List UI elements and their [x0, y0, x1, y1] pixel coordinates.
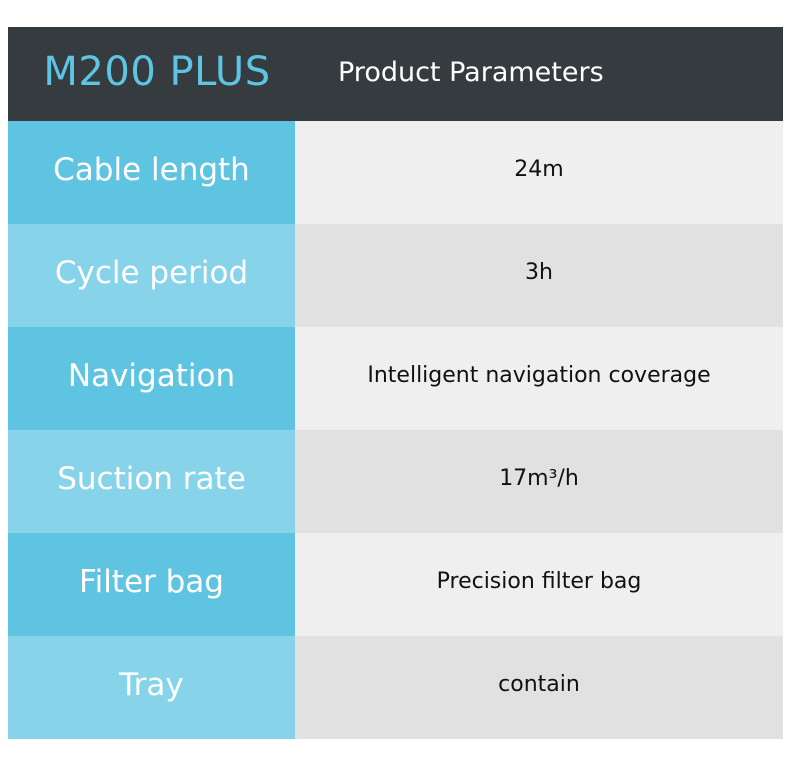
row-label-text: Navigation — [67, 357, 236, 394]
row-label: Navigation — [8, 327, 295, 430]
row-value: 24m — [295, 121, 783, 224]
table-title: Product Parameters — [338, 56, 604, 88]
row-label-text: Filter bag — [79, 563, 224, 600]
model-name: M200 PLUS — [43, 49, 271, 95]
row-value: Intelligent navigation coverage — [295, 327, 783, 430]
row-value-text: 24m — [514, 157, 564, 182]
table-row-tray: Tray contain — [8, 636, 783, 739]
row-value-text: 17m³/h — [499, 466, 579, 491]
row-label-text: Cable length — [53, 151, 250, 188]
row-value-text: Intelligent navigation coverage — [367, 363, 711, 388]
table-row-cable-length: Cable length 24m — [8, 121, 783, 224]
row-value-text: Precision filter bag — [436, 569, 642, 594]
row-label: Suction rate — [8, 430, 295, 533]
row-label: Filter bag — [8, 533, 295, 636]
row-label-text: Tray — [119, 666, 184, 703]
table-row-cycle-period: Cycle period 3h — [8, 224, 783, 327]
row-label-text: Cycle period — [54, 254, 249, 291]
row-value: 17m³/h — [295, 430, 783, 533]
row-label-text: Suction rate — [57, 460, 246, 497]
parameters-table: M200 PLUS Product Parameters Cable lengt… — [8, 27, 783, 739]
table-row-filter-bag: Filter bag Precision filter bag — [8, 533, 783, 636]
row-value: contain — [295, 636, 783, 739]
table-row-navigation: Navigation Intelligent navigation covera… — [8, 327, 783, 430]
row-label: Cycle period — [8, 224, 295, 327]
row-value-text: 3h — [525, 260, 553, 285]
row-label: Cable length — [8, 121, 295, 224]
row-value-text: contain — [498, 672, 580, 697]
row-label: Tray — [8, 636, 295, 739]
row-value: 3h — [295, 224, 783, 327]
row-value: Precision filter bag — [295, 533, 783, 636]
table-header: M200 PLUS Product Parameters — [8, 27, 783, 121]
table-row-suction-rate: Suction rate 17m³/h — [8, 430, 783, 533]
